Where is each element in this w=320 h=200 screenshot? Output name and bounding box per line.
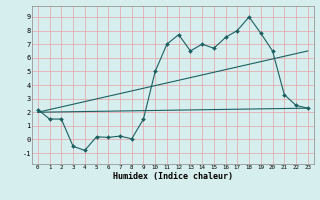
X-axis label: Humidex (Indice chaleur): Humidex (Indice chaleur) (113, 172, 233, 181)
